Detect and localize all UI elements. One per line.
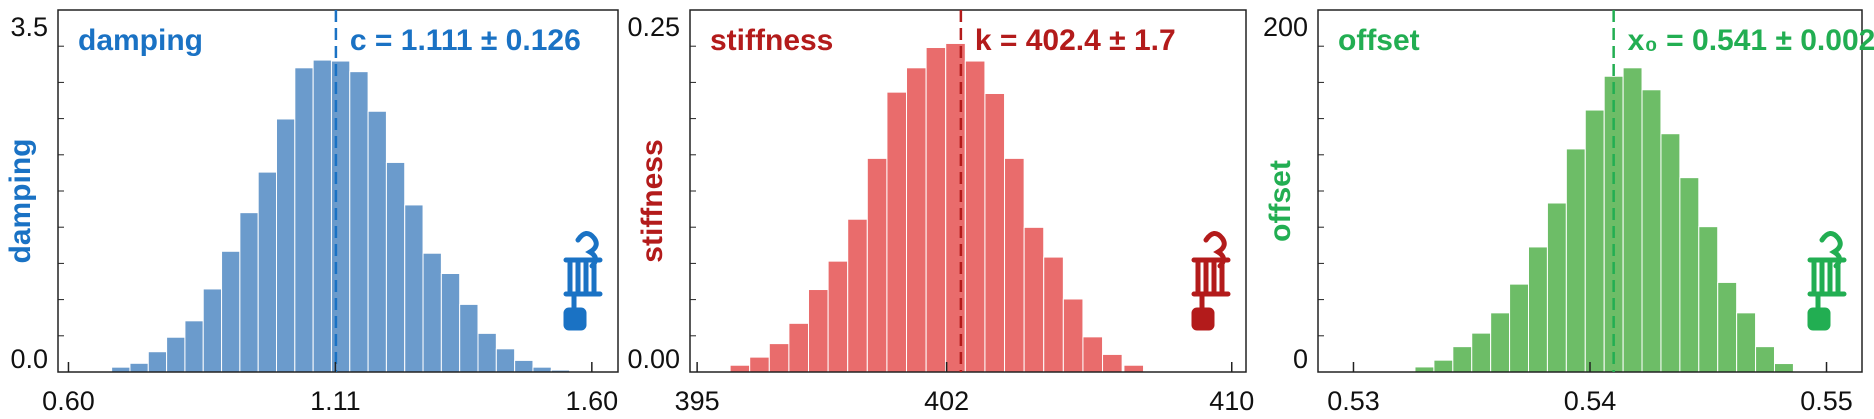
histogram-bar [349, 71, 369, 373]
x-tick-label: 395 [675, 386, 720, 416]
damping-panel: damping c = 1.111 ± 0.126 damping 0.0 3.5 0.6… [4, 9, 619, 416]
panel-title: damping [78, 24, 203, 57]
x-tick-label: 1.11 [310, 386, 361, 416]
histogram-bar [749, 356, 770, 373]
y-tick-label: 0 [1293, 344, 1308, 374]
histogram-bar [1679, 177, 1700, 373]
histogram-bar [1102, 353, 1123, 373]
x-tick-label: 0.53 [1327, 386, 1380, 416]
stiffness-panel: stiffness k = 402.4 ± 1.7 stiffness 0.00 0.2… [627, 9, 1254, 416]
histogram-bar [1452, 346, 1473, 373]
histogram-bar [768, 343, 790, 373]
histogram-bar [866, 157, 888, 373]
estimate-label: x₀ = 0.541 ± 0.002 [1628, 24, 1874, 57]
panel-title: stiffness [710, 24, 833, 57]
histogram-bar [514, 359, 534, 373]
estimate-label: c = 1.111 ± 0.126 [350, 24, 581, 57]
histogram-bar [1471, 332, 1492, 373]
histogram-bar [385, 161, 406, 373]
histogram-bar [1490, 312, 1511, 373]
histogram-bar [367, 110, 387, 373]
x-tick-label: 0.60 [42, 386, 95, 416]
histogram-bar [1717, 281, 1738, 373]
histogram-bar [1565, 148, 1586, 373]
y-tick-label: 0.0 [10, 344, 48, 374]
histogram-bar [202, 288, 223, 373]
histogram-bar [788, 322, 810, 373]
histogram-bar [964, 60, 986, 373]
histogram-bar [1123, 364, 1145, 373]
histogram-bar [808, 289, 829, 373]
histogram-bar [1509, 283, 1529, 373]
histogram-bar [1546, 202, 1567, 373]
y-axis-label: offset [1264, 160, 1297, 242]
histogram-bar [1660, 133, 1681, 373]
y-axis-label: damping [4, 139, 37, 264]
histogram-bar [1433, 359, 1454, 373]
histogram-bar [1062, 298, 1084, 373]
histogram-bar [239, 212, 259, 373]
histogram-bar [276, 118, 296, 373]
histogram-bar [1641, 89, 1662, 373]
x-tick-label: 410 [1209, 386, 1254, 416]
histogram-bar [984, 92, 1006, 373]
x-tick-label: 1.60 [566, 386, 619, 416]
histogram-bar [459, 303, 479, 373]
x-tick-label: 0.55 [1800, 386, 1853, 416]
y-tick-label: 0.25 [627, 12, 680, 42]
estimate-label: k = 402.4 ± 1.7 [975, 24, 1176, 57]
histogram-bar [495, 348, 516, 373]
histogram-bar [1414, 366, 1435, 373]
histogram-bar [1584, 109, 1605, 373]
histogram-bar [1736, 312, 1757, 373]
histogram-bar [257, 171, 278, 373]
x-tick-label: 0.54 [1564, 386, 1617, 416]
y-tick-label: 0.00 [627, 344, 680, 374]
spring-mass-icon [1807, 231, 1847, 331]
histogram-bar [294, 67, 314, 373]
histogram-bar [1043, 256, 1064, 373]
histogram-bar [221, 250, 241, 373]
histogram-bar [906, 67, 927, 373]
histogram-bar [1528, 246, 1548, 373]
histogram-bar [1023, 226, 1045, 373]
histogram-bar [477, 332, 497, 373]
histogram-bar [1082, 336, 1104, 373]
histogram-bar [1622, 67, 1643, 373]
y-axis-label: stiffness [636, 139, 669, 262]
y-tick-label: 3.5 [10, 12, 48, 42]
histogram-bar [827, 260, 849, 373]
histogram-bar [1004, 157, 1025, 373]
histogram-bar [147, 351, 168, 373]
histogram-bar [1755, 346, 1775, 373]
offset-panel: offset x₀ = 0.541 ± 0.002 offset 0 200 0.53 0.… [1263, 9, 1874, 416]
histogram-bar [330, 60, 351, 373]
histogram-bar [847, 218, 868, 373]
x-tick-label: 402 [924, 386, 969, 416]
y-tick-label: 200 [1263, 12, 1308, 42]
histogram-bar [886, 91, 908, 373]
histogram-bar [440, 273, 461, 373]
histogram-bar [404, 204, 424, 373]
histogram-bar [312, 59, 332, 373]
histogram-bar [1773, 363, 1794, 373]
histogram-bar [184, 320, 204, 373]
histogram-bar [422, 252, 442, 373]
histogram-bar [129, 362, 149, 373]
histogram-bar [166, 336, 186, 373]
panel-title: offset [1338, 24, 1420, 57]
histogram-bar [945, 42, 966, 373]
spring-mass-icon [1191, 231, 1231, 331]
histogram-bar [1698, 226, 1719, 373]
spring-mass-icon [563, 231, 603, 331]
histogram-bar [925, 47, 947, 373]
histogram-bar [729, 364, 751, 373]
